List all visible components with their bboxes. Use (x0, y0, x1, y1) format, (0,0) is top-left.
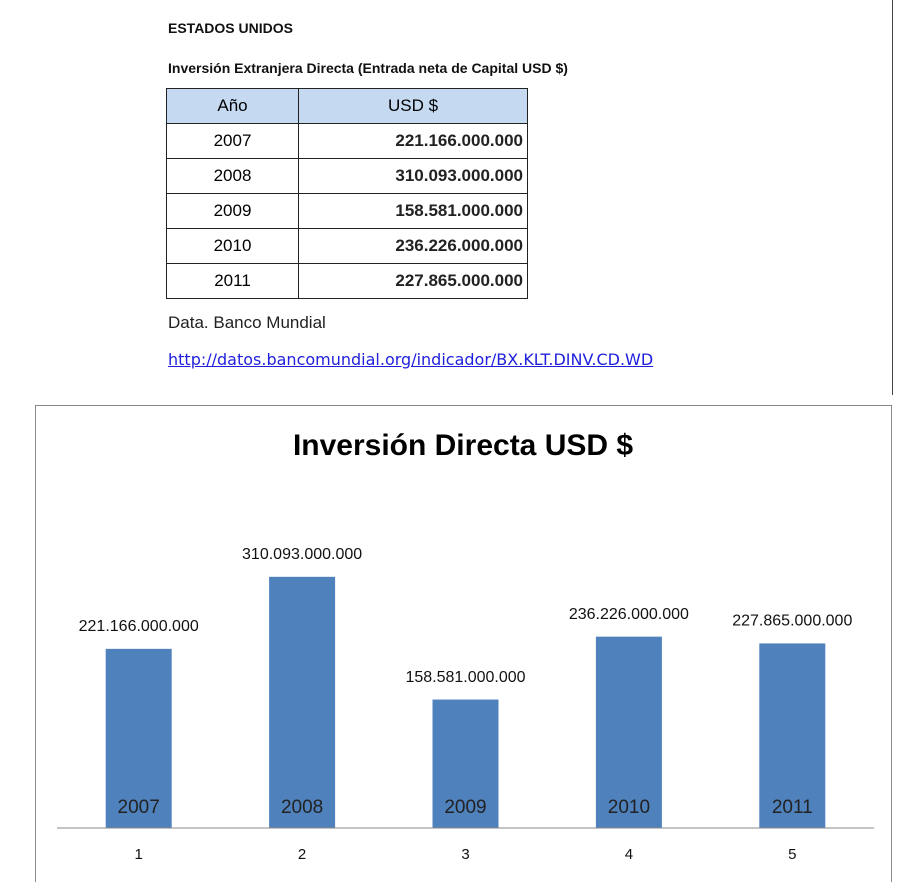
page-border (892, 0, 893, 395)
table-cell: 221.166.000.000 (298, 123, 528, 159)
x-tick-label: 2 (298, 846, 306, 863)
chart-frame (35, 405, 892, 882)
data-label: 158.581.000.000 (405, 669, 525, 686)
bar (595, 636, 662, 828)
table-cell: 158.581.000.000 (298, 193, 528, 229)
data-label: 227.865.000.000 (732, 613, 852, 630)
bar (432, 699, 499, 828)
bar (105, 648, 172, 828)
x-tick-label: 4 (625, 846, 633, 863)
table-cell: 2009 (166, 193, 299, 229)
table-row: 2009 158.581.000.000 (166, 193, 528, 229)
column-header: USD $ (298, 88, 528, 124)
x-tick-label: 5 (788, 846, 796, 863)
source: Data. Banco Mundial (168, 313, 326, 332)
table-cell: 2008 (166, 158, 299, 194)
data-label: 310.093.000.000 (242, 546, 362, 563)
bar-label: 2010 (608, 797, 650, 818)
header-subtitle: Inversión Extranjera Directa (Entrada ne… (168, 60, 568, 76)
bar-label: 2007 (118, 797, 160, 818)
table-row: 2011 227.865.000.000 (166, 263, 528, 299)
table-cell: 2011 (166, 263, 299, 299)
header-title: ESTADOS UNIDOS (168, 20, 293, 36)
data-table: Año USD $ 2007 221.166.000.000 2008 310.093… (166, 88, 528, 299)
table-cell: 310.093.000.000 (298, 158, 528, 194)
bar-label: 2011 (772, 797, 813, 818)
x-tick-label: 3 (461, 846, 469, 863)
bar-label: 2008 (281, 797, 323, 818)
chart-title: Inversión Directa USD $ (293, 429, 633, 462)
table-cell: 2010 (166, 228, 299, 264)
data-label: 221.166.000.000 (79, 618, 199, 635)
column-header: Año (166, 88, 299, 124)
data-label: 236.226.000.000 (569, 606, 689, 623)
table-cell: 236.226.000.000 (298, 228, 528, 264)
bar-label: 2009 (444, 797, 486, 818)
x-tick-label: 1 (135, 846, 143, 863)
source-link[interactable]: http://datos.bancomundial.org/indicador/… (168, 350, 654, 369)
table-cell: 227.865.000.000 (298, 263, 528, 299)
bar (269, 576, 336, 828)
table-row: 2007 221.166.000.000 (166, 123, 528, 159)
bar (759, 643, 826, 828)
table-row: 2008 310.093.000.000 (166, 158, 528, 194)
table-row: 2010 236.226.000.000 (166, 228, 528, 264)
table-cell: 2007 (166, 123, 299, 159)
